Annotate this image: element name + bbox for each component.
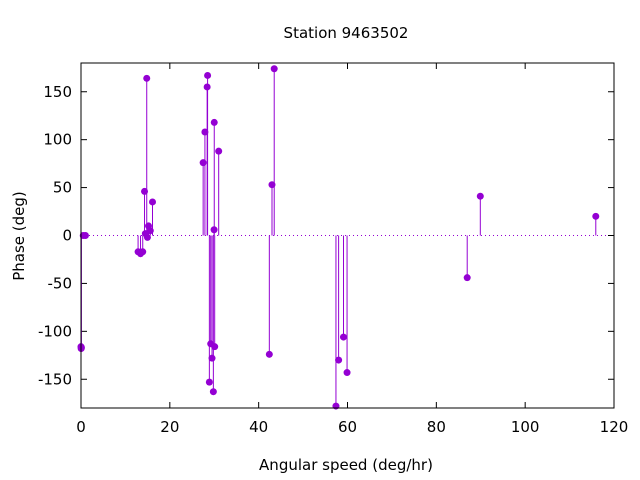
data-point (215, 147, 223, 155)
chart-title: Station 9463502 (284, 24, 409, 42)
x-tick-label: 0 (76, 418, 86, 436)
data-point (141, 187, 149, 195)
x-tick-label: 20 (160, 418, 179, 436)
plot-frame (80, 62, 615, 409)
y-tick-label: -100 (38, 322, 72, 340)
data-point (463, 274, 471, 282)
data-point (340, 333, 348, 341)
data-point (139, 248, 147, 256)
y-axis-label: Phase (deg) (10, 191, 28, 281)
data-point (205, 378, 213, 386)
data-point (592, 212, 600, 220)
data-point (146, 227, 154, 235)
y-axis-ticks: -150 -100 -50 0 50 100 150 (38, 83, 614, 388)
y-tick-label: 50 (53, 179, 72, 197)
data-marks (77, 65, 600, 410)
data-point (149, 198, 157, 206)
x-tick-label: 100 (511, 418, 540, 436)
data-point (199, 159, 207, 167)
data-point (210, 226, 218, 234)
data-point (335, 356, 343, 364)
y-tick-label: 100 (43, 131, 72, 149)
y-tick-label: 0 (62, 227, 72, 245)
data-point (332, 402, 340, 410)
data-point (143, 74, 151, 82)
data-point (203, 83, 211, 91)
data-point (265, 350, 273, 358)
data-point (201, 128, 209, 136)
data-point (143, 233, 151, 241)
data-point (210, 118, 218, 126)
data-point (81, 232, 89, 239)
x-tick-label: 120 (600, 418, 629, 436)
data-point (208, 354, 216, 362)
x-axis-ticks: 0 20 40 60 80 100 120 (76, 63, 628, 436)
x-tick-label: 40 (249, 418, 268, 436)
x-axis-label: Angular speed (deg/hr) (259, 456, 433, 474)
data-point (211, 343, 219, 351)
y-tick-label: -50 (48, 274, 73, 292)
data-point (268, 181, 276, 189)
data-point (209, 388, 217, 396)
x-tick-label: 80 (427, 418, 446, 436)
x-tick-label: 60 (338, 418, 357, 436)
y-tick-label: 150 (43, 83, 72, 101)
data-point (270, 65, 278, 73)
data-point (343, 369, 351, 377)
y-tick-label: -150 (38, 370, 72, 388)
data-point (476, 192, 484, 200)
data-point (204, 71, 212, 79)
